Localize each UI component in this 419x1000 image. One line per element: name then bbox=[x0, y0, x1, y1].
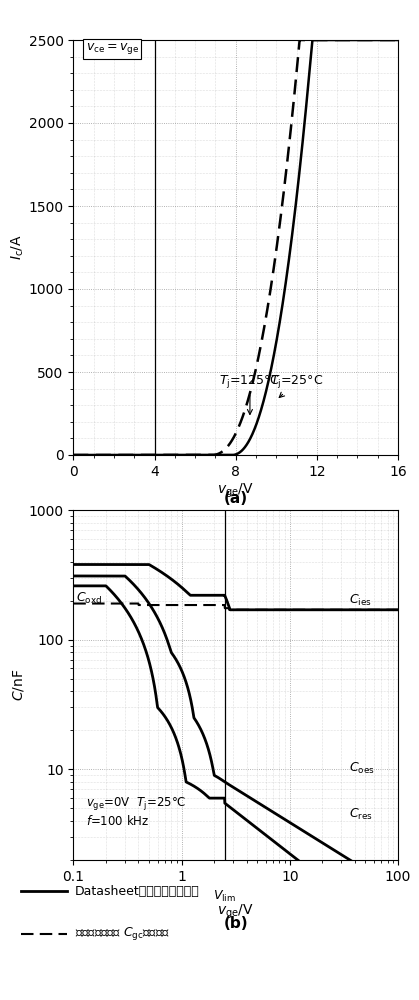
Y-axis label: $I_{\rm c}$/A: $I_{\rm c}$/A bbox=[9, 235, 26, 260]
Text: $C_{\rm res}$: $C_{\rm res}$ bbox=[349, 807, 372, 822]
Text: Datasheet中提供的电容曲线: Datasheet中提供的电容曲线 bbox=[75, 885, 200, 898]
Text: $v_{\rm ge}$=0V  $T_{\rm j}$=25°C
$f$=100 kHz: $v_{\rm ge}$=0V $T_{\rm j}$=25°C $f$=100… bbox=[85, 795, 186, 828]
Text: $C_{\rm oxd}$: $C_{\rm oxd}$ bbox=[75, 591, 102, 606]
Text: (a): (a) bbox=[224, 491, 248, 506]
Y-axis label: $C$/nF: $C$/nF bbox=[11, 669, 26, 701]
Text: $V_{\rm lim}$: $V_{\rm lim}$ bbox=[213, 889, 236, 904]
Text: $v_{\rm ce}=v_{\rm ge}$: $v_{\rm ce}=v_{\rm ge}$ bbox=[85, 41, 139, 56]
Text: (b): (b) bbox=[223, 916, 248, 931]
Text: $T_{\rm j}$=125°C: $T_{\rm j}$=125°C bbox=[220, 373, 281, 414]
Text: $C_{\rm ies}$: $C_{\rm ies}$ bbox=[349, 593, 372, 608]
Text: 本发明中采用的 $C_{\rm gc}$简化模型: 本发明中采用的 $C_{\rm gc}$简化模型 bbox=[75, 925, 170, 942]
Text: $T_{\rm j}$=25°C: $T_{\rm j}$=25°C bbox=[270, 373, 323, 397]
X-axis label: $v_{\rm ge}$/V: $v_{\rm ge}$/V bbox=[217, 903, 254, 921]
X-axis label: $v_{\rm ge}$/V: $v_{\rm ge}$/V bbox=[217, 482, 254, 500]
Text: $C_{\rm oes}$: $C_{\rm oes}$ bbox=[349, 761, 374, 776]
